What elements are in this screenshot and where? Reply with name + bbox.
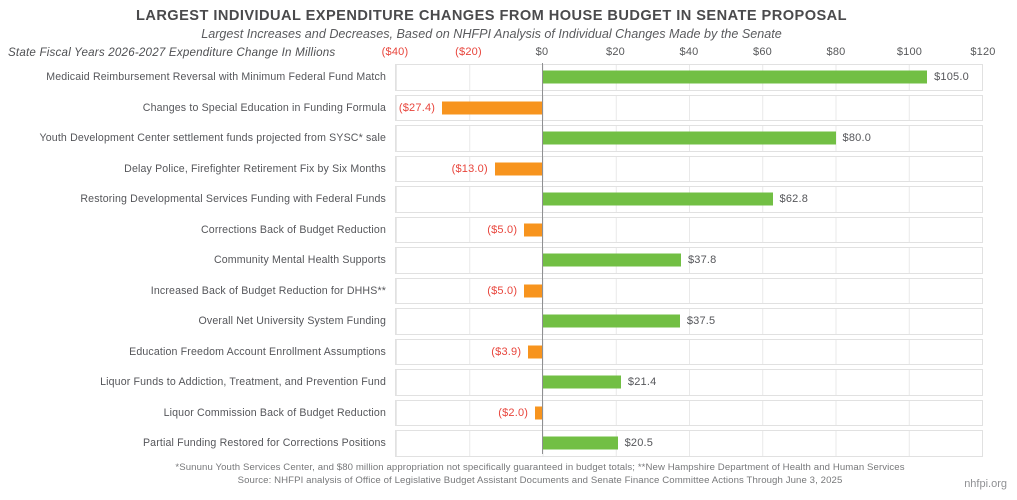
chart-row: Increased Back of Budget Reduction for D…: [0, 277, 1017, 304]
decrease-bar: [494, 162, 543, 176]
chart-row: Restoring Developmental Services Funding…: [0, 186, 1017, 213]
category-label: Changes to Special Education in Funding …: [142, 101, 386, 114]
value-label: $37.5: [686, 315, 716, 328]
value-label: ($13.0): [451, 162, 488, 175]
plot-area: Medicaid Reimbursement Reversal with Min…: [0, 63, 1017, 457]
chart-row: Youth Development Center settlement fund…: [0, 125, 1017, 152]
x-axis: State Fiscal Years 2026-2027 Expenditure…: [0, 45, 1017, 61]
increase-bar: [542, 192, 773, 206]
plot-band: $21.4: [395, 369, 983, 396]
chart-title: LARGEST INDIVIDUAL EXPENDITURE CHANGES F…: [135, 8, 848, 24]
category-label: Delay Police, Firefighter Retirement Fix…: [124, 162, 386, 175]
value-label: $37.8: [687, 254, 717, 267]
x-tick-label: $20: [606, 46, 625, 58]
value-label: $62.8: [779, 193, 809, 206]
value-label: ($5.0): [487, 223, 518, 236]
increase-bar: [542, 131, 836, 145]
increase-bar: [542, 253, 681, 267]
chart-row: Partial Funding Restored for Corrections…: [0, 430, 1017, 457]
category-label: Increased Back of Budget Reduction for D…: [150, 284, 386, 297]
category-label: Overall Net University System Funding: [198, 315, 386, 328]
plot-band: $105.0: [395, 64, 983, 91]
x-tick-label: $60: [753, 46, 772, 58]
value-label: $80.0: [842, 132, 872, 145]
x-tick-label: $80: [826, 46, 846, 58]
chart-row: Delay Police, Firefighter Retirement Fix…: [0, 155, 1017, 182]
axis-units-note: State Fiscal Years 2026-2027 Expenditure…: [8, 46, 336, 59]
category-label: Youth Development Center settlement fund…: [39, 132, 386, 145]
decrease-bar: [524, 284, 543, 298]
plot-band: ($3.9): [395, 338, 983, 365]
plot-band: ($5.0): [395, 216, 983, 243]
chart-row: Changes to Special Education in Funding …: [0, 94, 1017, 121]
value-label: ($2.0): [498, 406, 529, 419]
x-tick-label: $120: [970, 46, 996, 58]
decrease-bar: [535, 406, 543, 420]
x-tick-label: $0: [535, 46, 549, 58]
x-tick-label: ($40): [381, 46, 409, 58]
chart-row: Medicaid Reimbursement Reversal with Min…: [0, 64, 1017, 91]
increase-bar: [542, 314, 680, 328]
chart-subtitle: Largest Increases and Decreases, Based o…: [201, 27, 782, 41]
category-label: Medicaid Reimbursement Reversal with Min…: [46, 71, 386, 84]
zero-axis-line: [542, 63, 543, 454]
decrease-bar: [528, 345, 543, 359]
x-tick-label: $40: [679, 46, 699, 58]
plot-band: ($27.4): [395, 94, 983, 121]
plot-band: ($2.0): [395, 399, 983, 426]
value-label: $21.4: [627, 376, 657, 389]
category-label: Liquor Commission Back of Budget Reducti…: [163, 406, 386, 419]
category-label: Corrections Back of Budget Reduction: [200, 223, 386, 236]
chart-row: Corrections Back of Budget Reduction ($5.…: [0, 216, 1017, 243]
plot-band: $80.0: [395, 125, 983, 152]
chart-row: Overall Net University System Funding $37…: [0, 308, 1017, 335]
category-label: Community Mental Health Supports: [213, 254, 386, 267]
decrease-bar: [442, 101, 543, 115]
increase-bar: [542, 436, 618, 450]
value-label: $20.5: [624, 437, 654, 450]
decrease-bar: [524, 223, 543, 237]
increase-bar: [542, 375, 621, 389]
value-label: ($27.4): [398, 101, 436, 114]
chart-row: Liquor Funds to Addiction, Treatment, an…: [0, 369, 1017, 396]
category-label: Education Freedom Account Enrollment Ass…: [129, 345, 386, 358]
chart-row: Education Freedom Account Enrollment Ass…: [0, 338, 1017, 365]
source-text: Source: NHFPI analysis of Office of Legi…: [237, 475, 843, 486]
bar-rows: Medicaid Reimbursement Reversal with Min…: [0, 64, 1017, 457]
footnote-text: *Sununu Youth Services Center, and $80 m…: [175, 462, 905, 473]
value-label: ($5.0): [487, 284, 518, 297]
plot-band: $62.8: [395, 186, 983, 213]
category-label: Restoring Developmental Services Funding…: [80, 193, 386, 206]
plot-band: ($5.0): [395, 277, 983, 304]
category-label: Liquor Funds to Addiction, Treatment, an…: [100, 376, 386, 389]
plot-band: ($13.0): [395, 155, 983, 182]
x-tick-label: ($20): [455, 46, 482, 58]
chart-row: Community Mental Health Supports $37.8: [0, 247, 1017, 274]
plot-band: $37.8: [395, 247, 983, 274]
x-axis-ticks: ($40) ($20) $0 $20 $40 $60 $80 $100 $120: [382, 46, 996, 61]
value-label: $105.0: [934, 71, 969, 84]
plot-band: $20.5: [395, 430, 983, 457]
value-label: ($3.9): [491, 345, 522, 358]
chart-row: Liquor Commission Back of Budget Reducti…: [0, 399, 1017, 426]
plot-band: $37.5: [395, 308, 983, 335]
x-tick-label: $100: [896, 46, 923, 58]
increase-bar: [542, 70, 928, 84]
category-label: Partial Funding Restored for Corrections…: [142, 437, 386, 450]
site-credit: nhfpi.org: [964, 478, 1007, 490]
